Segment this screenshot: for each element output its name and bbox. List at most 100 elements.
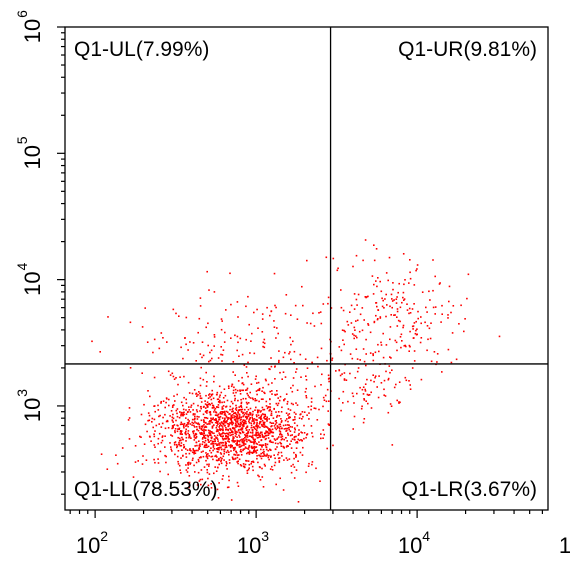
data-point — [279, 428, 281, 430]
data-point — [184, 432, 186, 434]
data-point — [188, 434, 191, 436]
data-point — [197, 331, 199, 334]
data-point — [414, 332, 417, 335]
data-point — [353, 334, 355, 337]
data-point — [450, 311, 452, 314]
data-point — [230, 400, 233, 403]
data-point — [409, 384, 411, 386]
data-point — [377, 309, 379, 311]
data-point — [285, 294, 288, 296]
data-point — [308, 418, 310, 420]
data-point — [218, 426, 220, 428]
data-point — [176, 415, 179, 418]
data-point — [309, 322, 312, 325]
data-point — [211, 421, 214, 424]
data-point — [261, 436, 264, 438]
data-point — [322, 396, 325, 399]
data-point — [179, 423, 182, 426]
data-point — [251, 426, 253, 429]
data-point — [234, 374, 236, 376]
data-point — [228, 438, 230, 440]
data-point — [273, 320, 275, 322]
data-point — [292, 340, 294, 343]
data-point — [181, 433, 183, 435]
data-point — [263, 413, 265, 416]
data-point — [183, 445, 186, 448]
data-point — [231, 456, 234, 459]
data-point — [363, 360, 366, 363]
data-point — [235, 404, 237, 407]
data-point — [203, 432, 205, 435]
data-point — [222, 438, 225, 441]
data-point — [221, 413, 223, 415]
data-point — [192, 432, 195, 435]
data-point — [208, 360, 210, 363]
data-point — [233, 419, 236, 421]
data-point — [279, 425, 282, 428]
data-point — [290, 343, 292, 346]
data-point — [207, 445, 210, 448]
data-point — [129, 367, 132, 369]
data-point — [206, 406, 209, 408]
data-point — [332, 444, 334, 447]
data-point — [202, 450, 204, 453]
data-point — [267, 449, 270, 452]
data-point — [365, 353, 367, 355]
data-point — [216, 456, 218, 458]
data-point — [279, 432, 282, 435]
data-point — [432, 259, 434, 261]
data-point — [354, 329, 356, 331]
data-point — [176, 408, 179, 410]
data-point — [260, 457, 263, 460]
data-point — [364, 383, 367, 385]
data-point — [282, 445, 284, 448]
x-tick-exponent: 4 — [422, 528, 430, 544]
data-point — [262, 451, 264, 454]
data-point — [172, 308, 175, 311]
data-point — [412, 328, 414, 330]
data-point — [174, 430, 176, 432]
data-point — [258, 388, 260, 391]
data-point — [153, 376, 156, 379]
data-point — [383, 307, 385, 309]
data-point — [279, 423, 282, 426]
data-point — [256, 393, 258, 396]
data-point — [436, 361, 438, 363]
data-point — [259, 444, 262, 446]
data-point — [261, 476, 264, 478]
data-point — [134, 445, 137, 447]
data-point — [250, 462, 252, 465]
data-point — [225, 421, 227, 423]
data-point — [251, 332, 253, 335]
data-point — [177, 463, 180, 465]
data-point — [353, 326, 356, 329]
data-point — [178, 443, 180, 446]
data-point — [380, 382, 383, 384]
data-point — [239, 432, 242, 435]
data-point — [225, 405, 228, 408]
data-point — [179, 411, 181, 413]
data-point — [290, 314, 292, 316]
data-point — [232, 407, 234, 410]
data-point — [343, 379, 346, 381]
data-point — [458, 323, 460, 325]
data-point — [391, 369, 393, 371]
data-point — [199, 377, 202, 380]
data-point — [191, 451, 194, 454]
data-point — [291, 434, 293, 436]
data-point — [278, 350, 280, 352]
data-point — [211, 418, 214, 420]
data-point — [206, 409, 208, 412]
data-point — [367, 323, 369, 325]
data-point — [207, 453, 209, 455]
data-point — [219, 415, 222, 418]
data-point — [290, 447, 293, 449]
data-point — [209, 396, 211, 398]
data-point — [274, 423, 277, 426]
data-point — [267, 434, 270, 436]
data-point — [327, 296, 330, 299]
data-point — [220, 462, 223, 465]
data-point — [212, 458, 214, 461]
data-point — [376, 318, 379, 321]
data-point — [289, 409, 292, 411]
